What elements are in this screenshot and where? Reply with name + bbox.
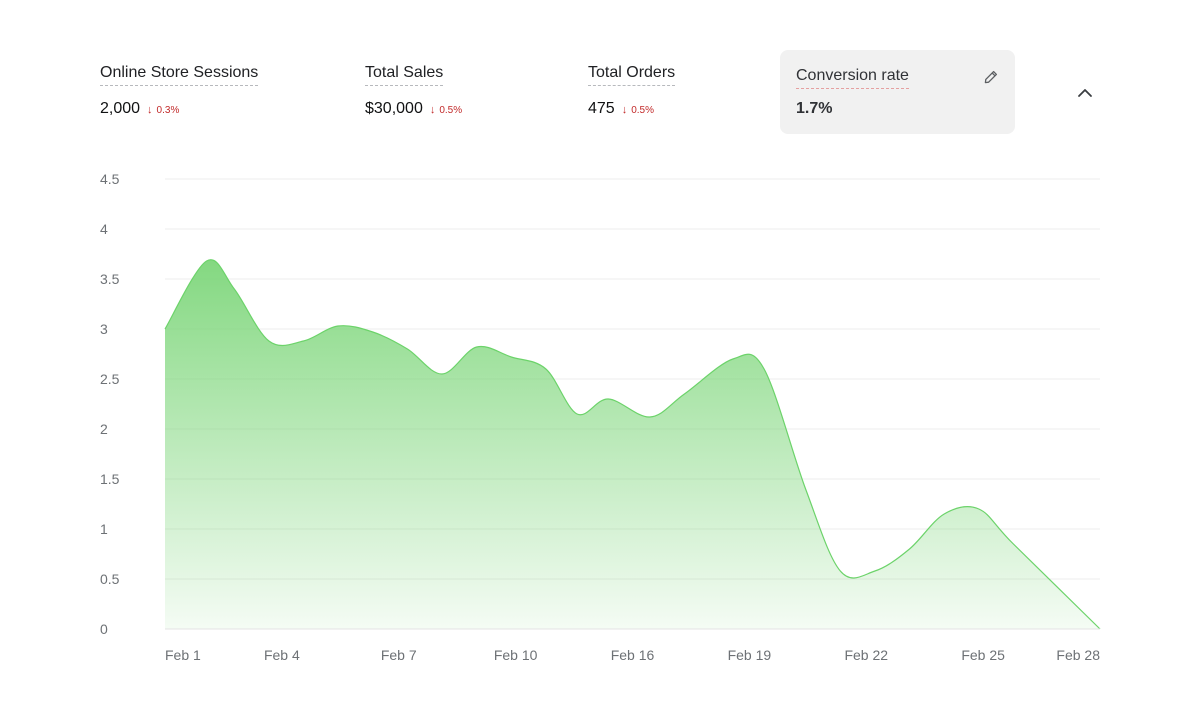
pencil-icon[interactable] (983, 69, 999, 85)
metric-card-sessions[interactable]: Online Store Sessions 2,000 ↓ 0.3% (100, 50, 330, 134)
metric-card-total-orders[interactable]: Total Orders 475 ↓ 0.5% (588, 50, 758, 134)
y-tick-label: 1 (100, 521, 108, 537)
metric-value-row: 475 ↓ 0.5% (588, 100, 654, 118)
y-tick-label: 0 (100, 621, 108, 637)
x-tick-label: Feb 19 (728, 647, 772, 663)
y-tick-label: 2.5 (100, 371, 120, 387)
metric-card-total-sales[interactable]: Total Sales $30,000 ↓ 0.5% (365, 50, 565, 134)
metric-value: 2,000 (100, 100, 141, 117)
metric-value-row: 1.7% (796, 100, 832, 118)
metric-delta-value: 0.5% (631, 105, 654, 116)
y-tick-label: 0.5 (100, 571, 120, 587)
x-tick-label: Feb 25 (961, 647, 1005, 663)
metric-label[interactable]: Conversion rate (796, 66, 909, 89)
x-tick-label: Feb 4 (264, 647, 300, 663)
arrow-down-icon: ↓ (429, 104, 436, 116)
x-tick-label: Feb 7 (381, 647, 417, 663)
x-tick-label: Feb 10 (494, 647, 538, 663)
metric-label[interactable]: Total Orders (588, 63, 676, 86)
metric-value: $30,000 (365, 100, 423, 117)
x-tick-label: Feb 22 (844, 647, 888, 663)
metric-value: 475 (588, 100, 615, 117)
y-tick-label: 2 (100, 421, 108, 437)
y-tick-label: 4 (100, 221, 108, 237)
arrow-down-icon: ↓ (621, 104, 628, 116)
x-tick-label: Feb 16 (611, 647, 655, 663)
x-tick-label: Feb 1 (165, 647, 201, 663)
metric-value-row: $30,000 ↓ 0.5% (365, 100, 462, 118)
metric-value: 1.7% (796, 100, 833, 117)
metric-delta: ↓ 0.5% (430, 104, 462, 116)
arrow-down-icon: ↓ (147, 104, 153, 116)
metric-delta: ↓ 0.5% (622, 104, 654, 116)
chevron-up-icon[interactable] (1075, 82, 1095, 102)
metric-delta: ↓ 0.3% (147, 104, 179, 116)
y-tick-label: 4.5 (100, 171, 120, 187)
series-line (164, 259, 1101, 630)
series-area (165, 259, 1100, 629)
metric-value-row: 2,000 ↓ 0.3% (100, 100, 179, 118)
metric-delta-value: 0.3% (156, 105, 180, 116)
metric-delta-value: 0.5% (439, 105, 463, 116)
y-tick-label: 3 (100, 321, 108, 337)
y-tick-label: 3.5 (100, 271, 120, 287)
metric-label[interactable]: Online Store Sessions (100, 63, 259, 86)
x-tick-label: Feb 28 (1056, 647, 1100, 663)
y-tick-label: 1.5 (100, 471, 120, 487)
metric-card-conversion-rate[interactable]: Conversion rate 1.7% (780, 50, 1015, 134)
metric-label[interactable]: Total Sales (365, 63, 444, 86)
